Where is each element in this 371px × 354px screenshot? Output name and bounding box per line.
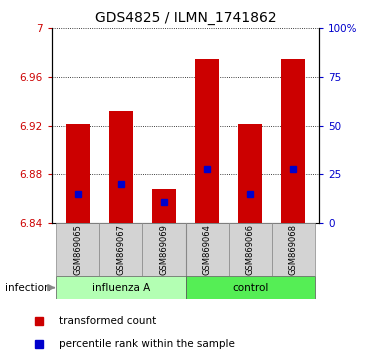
Text: control: control <box>232 282 268 293</box>
Bar <box>195 59 219 223</box>
Text: percentile rank within the sample: percentile rank within the sample <box>59 339 235 349</box>
Bar <box>186 276 315 299</box>
Bar <box>56 223 99 276</box>
Text: GSM869064: GSM869064 <box>203 224 211 275</box>
Bar <box>56 276 186 299</box>
Bar <box>99 223 142 276</box>
Text: GSM869068: GSM869068 <box>289 224 298 275</box>
Bar <box>142 223 186 276</box>
Text: GSM869067: GSM869067 <box>116 224 125 275</box>
Bar <box>229 223 272 276</box>
Bar <box>186 223 229 276</box>
Bar <box>238 125 262 223</box>
Bar <box>66 125 90 223</box>
Bar <box>109 111 133 223</box>
Text: GSM869066: GSM869066 <box>246 224 255 275</box>
Bar <box>272 223 315 276</box>
Text: GSM869065: GSM869065 <box>73 224 82 275</box>
Text: GSM869069: GSM869069 <box>160 224 168 275</box>
Bar <box>152 189 176 223</box>
Text: influenza A: influenza A <box>92 282 150 293</box>
Bar <box>281 59 305 223</box>
Text: transformed count: transformed count <box>59 316 156 326</box>
Text: infection: infection <box>6 282 51 293</box>
Title: GDS4825 / ILMN_1741862: GDS4825 / ILMN_1741862 <box>95 11 276 24</box>
